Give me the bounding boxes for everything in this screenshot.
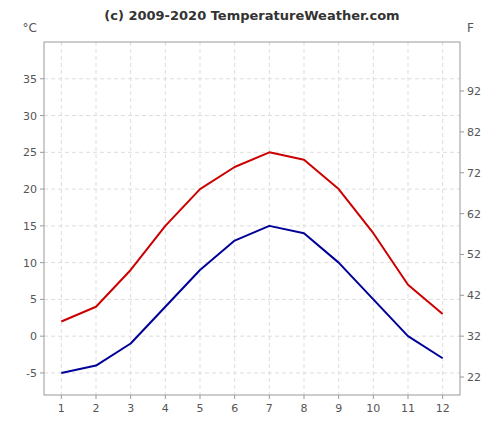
y-grid-line: [44, 152, 460, 153]
lines: [61, 152, 442, 373]
x-tick: [269, 395, 270, 399]
y2-tick: [460, 213, 464, 214]
y2-tick: [460, 336, 464, 337]
x-tick-label: 7: [266, 402, 273, 415]
y-tick-label: 20: [23, 183, 37, 196]
y2-tick: [460, 295, 464, 296]
x-grid-line: [373, 42, 374, 395]
x-tick: [408, 395, 409, 399]
y2-tick-label: 32: [467, 330, 481, 343]
y-tick: [40, 372, 44, 373]
x-grid-line: [61, 42, 62, 395]
y-tick: [40, 299, 44, 300]
y-axis-label: °C: [23, 21, 37, 35]
x-grid-line: [408, 42, 409, 395]
x-tick-label: 4: [162, 402, 169, 415]
y2-axis-label: F: [467, 21, 474, 35]
line-series: [61, 152, 442, 321]
x-tick-label: 6: [231, 402, 238, 415]
x-grid-line: [304, 42, 305, 395]
y-grid-line: [44, 78, 460, 79]
x-grid-line: [200, 42, 201, 395]
y2-tick-label: 82: [467, 126, 481, 139]
x-tick: [165, 395, 166, 399]
x-tick: [442, 395, 443, 399]
x-tick-label: 9: [335, 402, 342, 415]
y-grid-line: [44, 299, 460, 300]
x-tick-label: 12: [436, 402, 450, 415]
y-tick: [40, 78, 44, 79]
y2-tick-label: 92: [467, 85, 481, 98]
grid: [44, 42, 460, 395]
y2-tick: [460, 131, 464, 132]
y2-tick: [460, 254, 464, 255]
x-tick: [338, 395, 339, 399]
y-tick-label: 10: [23, 257, 37, 270]
axes: 123456789101112-505101520253035223242526…: [23, 73, 481, 415]
y2-tick: [460, 172, 464, 173]
y-tick: [40, 189, 44, 190]
y-tick: [40, 115, 44, 116]
y2-tick-label: 52: [467, 248, 481, 261]
y-tick-label: 15: [23, 220, 37, 233]
x-grid-line: [338, 42, 339, 395]
y2-tick-label: 72: [467, 167, 481, 180]
x-tick: [234, 395, 235, 399]
y-grid-line: [44, 336, 460, 337]
x-tick: [373, 395, 374, 399]
x-tick-label: 10: [366, 402, 380, 415]
x-tick: [61, 395, 62, 399]
y2-tick-label: 62: [467, 208, 481, 221]
y-grid-line: [44, 262, 460, 263]
y-tick-label: -5: [26, 367, 37, 380]
y-grid-line: [44, 115, 460, 116]
x-tick: [130, 395, 131, 399]
x-tick: [96, 395, 97, 399]
x-tick-label: 3: [127, 402, 134, 415]
x-tick: [200, 395, 201, 399]
y-tick-label: 35: [23, 73, 37, 86]
y-tick: [40, 262, 44, 263]
y2-tick: [460, 377, 464, 378]
x-tick-label: 2: [93, 402, 100, 415]
x-tick-label: 11: [401, 402, 415, 415]
x-grid-line: [442, 42, 443, 395]
title: (c) 2009-2020 TemperatureWeather.com: [104, 8, 399, 23]
x-tick-label: 8: [301, 402, 308, 415]
chart: 123456789101112-505101520253035223242526…: [0, 0, 504, 425]
y-tick-label: 0: [30, 330, 37, 343]
line-series: [61, 226, 442, 373]
y2-tick: [460, 91, 464, 92]
y2-tick-label: 42: [467, 289, 481, 302]
x-grid-line: [234, 42, 235, 395]
y-tick: [40, 225, 44, 226]
y-tick-label: 30: [23, 110, 37, 123]
x-grid-line: [165, 42, 166, 395]
x-grid-line: [96, 42, 97, 395]
x-tick: [304, 395, 305, 399]
y-tick: [40, 336, 44, 337]
y2-tick-label: 22: [467, 371, 481, 384]
plot-frame: [44, 42, 460, 395]
y-grid-line: [44, 225, 460, 226]
x-tick-label: 5: [197, 402, 204, 415]
x-grid-line: [269, 42, 270, 395]
y-tick: [40, 152, 44, 153]
x-tick-label: 1: [58, 402, 65, 415]
y-tick-label: 25: [23, 146, 37, 159]
y-tick-label: 5: [30, 293, 37, 306]
y-grid-line: [44, 189, 460, 190]
y-grid-line: [44, 372, 460, 373]
